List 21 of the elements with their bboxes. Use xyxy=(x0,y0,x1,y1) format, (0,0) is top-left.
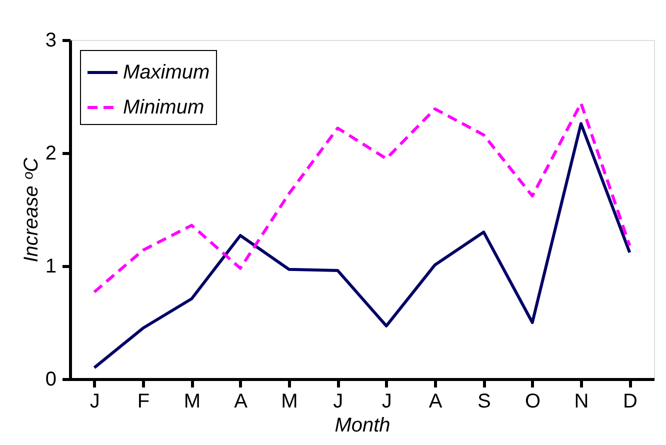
y-tick-label: 1 xyxy=(45,256,56,278)
legend-label: Maximum xyxy=(123,62,210,84)
x-tick-label: M xyxy=(184,390,201,412)
y-tick-label: 3 xyxy=(45,30,56,52)
y-tick-label: 2 xyxy=(45,142,56,164)
x-tick-label: S xyxy=(477,390,491,412)
x-tick-label: F xyxy=(137,390,150,412)
x-axis-title: Month xyxy=(334,414,390,436)
line-series xyxy=(92,122,632,370)
x-tick-label: J xyxy=(382,390,392,412)
x-tick-label: N xyxy=(574,390,589,412)
y-tick-label: 0 xyxy=(45,368,56,390)
x-tick-label: A xyxy=(428,390,443,412)
x-tick-label: J xyxy=(90,390,100,412)
x-tick-label: M xyxy=(281,390,298,412)
legend-label: Minimum xyxy=(123,96,204,118)
x-tick-label: D xyxy=(622,390,638,412)
x-tick-label: O xyxy=(525,390,541,412)
x-tick-label: A xyxy=(234,390,248,412)
y-axis-title: Increase ᵒC xyxy=(20,157,42,262)
x-tick-label: J xyxy=(333,390,344,412)
